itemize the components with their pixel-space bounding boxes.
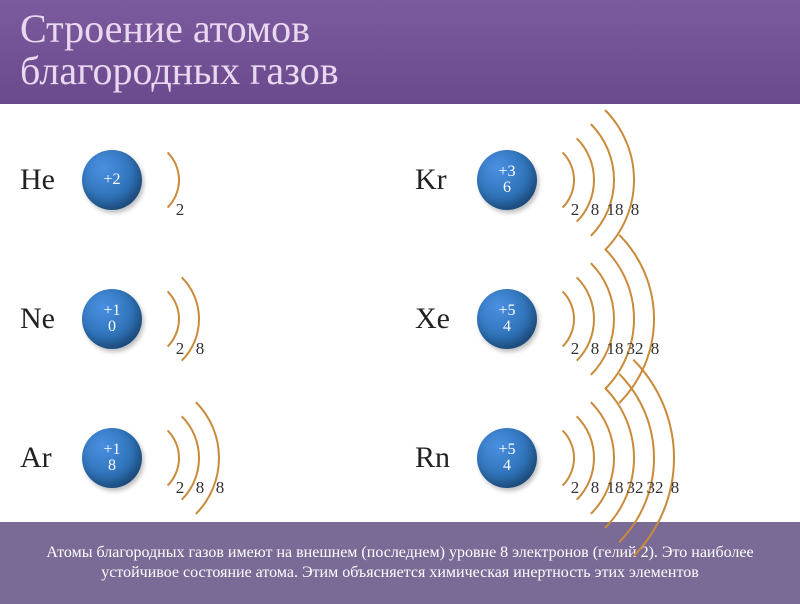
nucleus: +1 8 — [82, 428, 142, 488]
nucleus: +3 6 — [477, 150, 537, 210]
electron-shells: 2 — [142, 122, 385, 237]
shell-electron-count: 8 — [208, 478, 232, 498]
content-area: He+22Kr+3 628188Ne+1 028Xe+5 42818328Ar+… — [0, 104, 800, 522]
electron-shells: 28 — [142, 261, 385, 376]
title-line-1: Строение атомов — [20, 6, 310, 51]
nucleus: +5 4 — [477, 289, 537, 349]
electron-shells: 288 — [142, 400, 385, 515]
element-symbol: Ne — [20, 302, 82, 336]
shell-electron-count: 8 — [623, 200, 647, 220]
atom-ne: Ne+1 028 — [20, 261, 385, 376]
page-title: Строение атомов благородных газов — [20, 8, 780, 92]
footer-text: Атомы благородных газов имеют на внешнем… — [30, 543, 770, 583]
electron-shells: 281832328 — [537, 400, 780, 515]
nucleus: +1 0 — [82, 289, 142, 349]
header: Строение атомов благородных газов — [0, 0, 800, 104]
title-line-2: благородных газов — [20, 48, 339, 93]
atom-ar: Ar+1 8288 — [20, 400, 385, 515]
shell-electron-count: 8 — [643, 339, 667, 359]
shell-electron-count: 8 — [188, 339, 212, 359]
nucleus: +2 — [82, 150, 142, 210]
nucleus: +5 4 — [477, 428, 537, 488]
element-symbol: He — [20, 163, 82, 197]
shell-electron-count: 2 — [168, 200, 192, 220]
atom-rn: Rn+5 4281832328 — [415, 400, 780, 515]
atom-grid: He+22Kr+3 628188Ne+1 028Xe+5 42818328Ar+… — [20, 122, 780, 515]
shell-electron-count: 8 — [663, 478, 687, 498]
atom-he: He+2 2 — [20, 122, 385, 237]
